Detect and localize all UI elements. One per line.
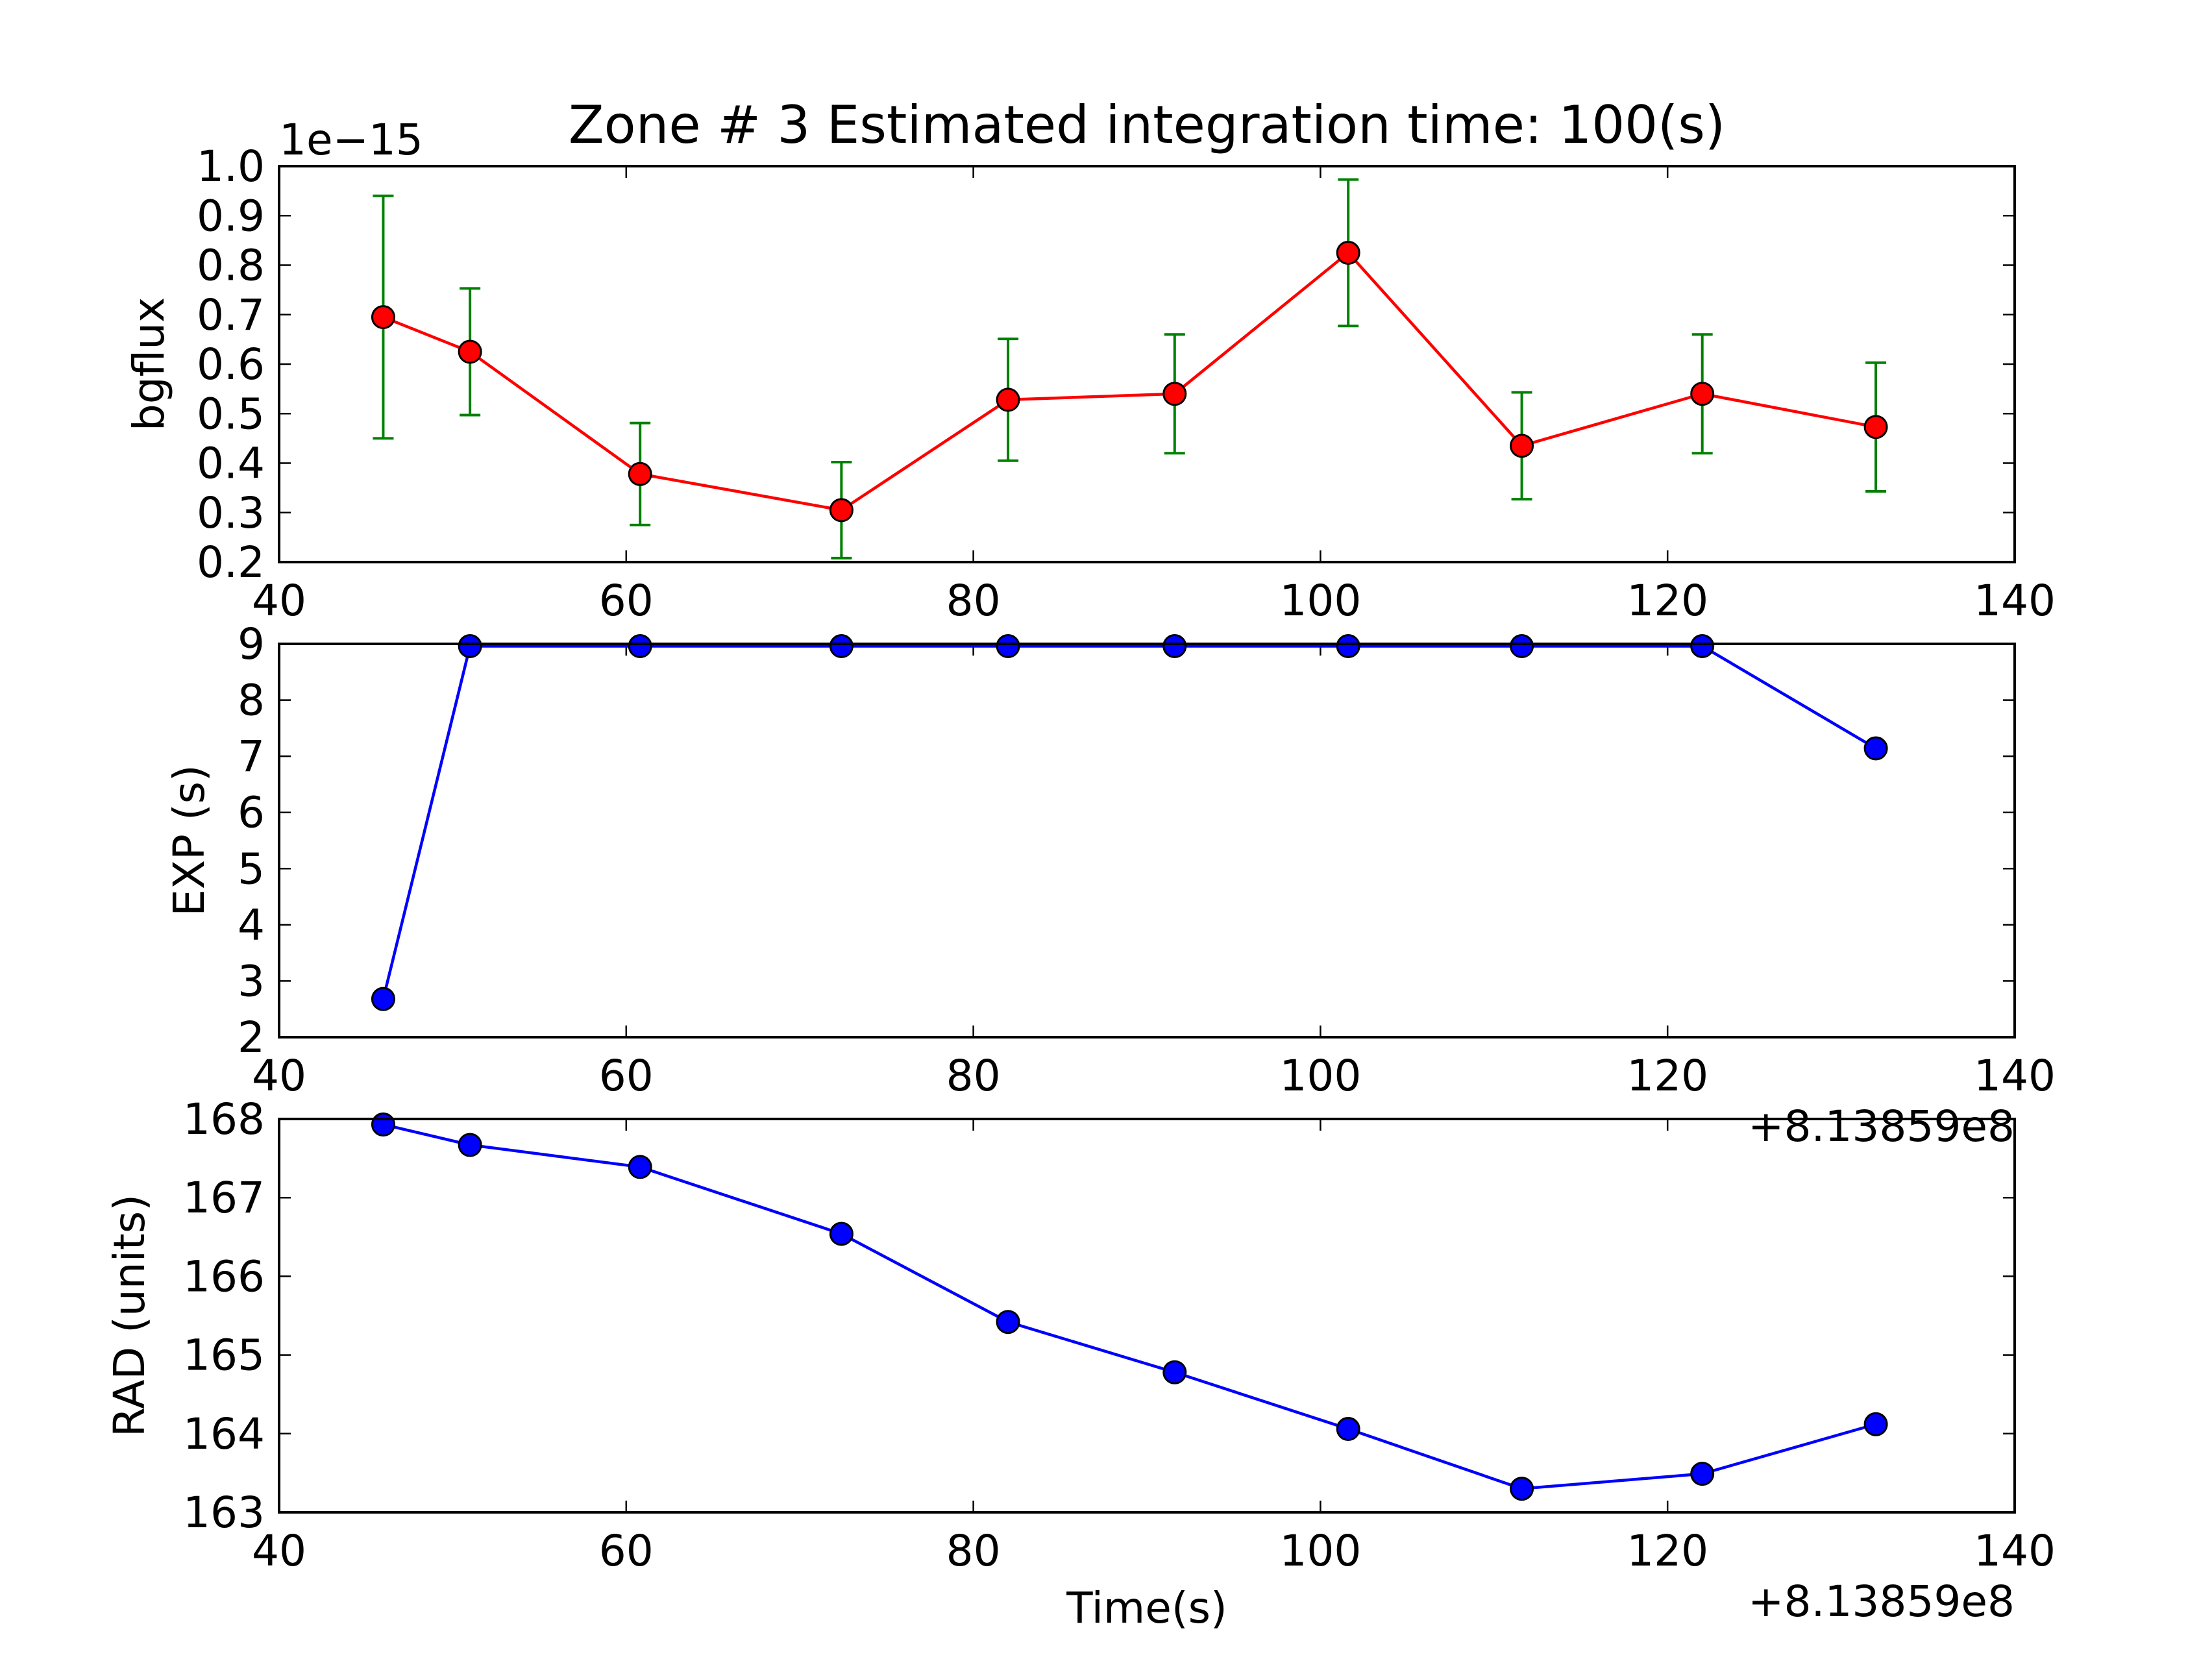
data-point (1510, 633, 1534, 658)
data-point (458, 339, 482, 364)
x-tick-label: 40 (252, 1526, 306, 1576)
data-point (1510, 434, 1534, 458)
data-point (628, 461, 652, 486)
plot-area (371, 178, 1888, 559)
y-tick-label: 0.6 (197, 339, 265, 389)
y-tick-label: 166 (183, 1251, 265, 1301)
y-tick-label: 0.5 (197, 389, 265, 439)
y-tick-label: 7 (238, 731, 265, 781)
panel-2: 40 60 80 100 120 140 2 3 4 5 6 78 9 EXP (s) +8.13859e8 (164, 619, 2056, 1151)
y-tick-label: 167 (183, 1173, 265, 1223)
x-tick-label: 80 (946, 1526, 1001, 1576)
x-tick-label: 100 (1279, 1526, 1361, 1576)
x-tick-label: 140 (1974, 1526, 2056, 1576)
y-tick-label: 163 (183, 1488, 265, 1538)
axes-frame (278, 165, 2016, 563)
y-axis-label: EXP (s) (164, 765, 214, 916)
x-tick-label: 140 (1974, 576, 2056, 626)
y-tick-label: 2 (238, 1013, 265, 1063)
data-point (1863, 415, 1888, 439)
y-scale-label: 1e−15 (279, 115, 423, 165)
data-point (1510, 1477, 1534, 1501)
data-point (371, 305, 395, 330)
x-tick-label: 120 (1627, 576, 1708, 626)
plot-area (371, 1112, 1888, 1501)
panel-1: Zone # 3 Estimated integration time: 100… (124, 95, 2056, 626)
series-line (382, 645, 1877, 1000)
plot-area (371, 633, 1888, 1011)
x-axis-label: Time(s) (1066, 1583, 1227, 1633)
x-tick-label: 120 (1627, 1526, 1708, 1576)
data-point (1690, 1462, 1715, 1486)
y-tick-label: 4 (238, 900, 265, 950)
panel-3: 40 60 80 100 120 140 163 164 165 166 167 168 RAD (un… (104, 1094, 2056, 1633)
x-tick-label: 80 (946, 1051, 1001, 1101)
data-point (628, 633, 652, 658)
data-point (829, 1222, 854, 1246)
data-point (1336, 240, 1360, 265)
axes-frame (278, 643, 2016, 1038)
y-tick-label: 165 (183, 1331, 265, 1381)
x-tick-label: 100 (1279, 1051, 1361, 1101)
x-tick-label: 80 (946, 576, 1001, 626)
y-tick-label: 6 (238, 788, 265, 838)
data-point (1162, 1360, 1187, 1384)
data-point (1690, 633, 1715, 658)
y-tick-label: 0.4 (197, 439, 265, 489)
y-tick-label: 0.9 (197, 191, 265, 241)
y-tick-label: 8 (238, 676, 265, 726)
data-point (1162, 633, 1187, 658)
y-axis-label: RAD (units) (104, 1194, 154, 1437)
x-tick-label: 60 (599, 576, 654, 626)
series-line (382, 1123, 1876, 1490)
y-tick-label: 0.2 (197, 537, 265, 587)
x-offset-label: +8.13859e8 (1748, 1577, 2015, 1627)
y-tick-label: 5 (238, 844, 265, 894)
y-tick-label: 164 (183, 1409, 265, 1459)
chart-title: Zone # 3 Estimated integration time: 100… (569, 95, 1725, 155)
y-tick-label: 3 (238, 956, 265, 1006)
x-tick-label: 120 (1627, 1051, 1708, 1101)
x-tick-label: 60 (599, 1526, 654, 1576)
y-tick-label: 0.8 (197, 241, 265, 291)
data-point (996, 633, 1020, 658)
y-tick-label: 9 (238, 619, 265, 669)
data-point (371, 1112, 395, 1137)
y-tick-label: 1.0 (197, 141, 265, 191)
data-point (628, 1155, 652, 1179)
x-offset-label: +8.13859e8 (1748, 1101, 2015, 1151)
series-line (382, 251, 1876, 512)
y-tick-label: 0.7 (197, 290, 265, 340)
data-point (829, 633, 854, 658)
x-tick-label: 40 (252, 576, 306, 626)
data-point (1863, 736, 1888, 761)
data-point (1162, 382, 1187, 406)
y-tick-label: 168 (183, 1094, 265, 1144)
data-point (996, 1310, 1020, 1334)
x-tick-label: 40 (252, 1051, 306, 1101)
data-point (371, 987, 395, 1011)
data-point (829, 498, 854, 522)
y-axis-label: bgflux (124, 297, 174, 431)
y-tick-label: 0.3 (197, 488, 265, 538)
data-point (1863, 1412, 1888, 1436)
data-point (458, 633, 482, 658)
x-tick-label: 60 (599, 1051, 654, 1101)
x-tick-label: 140 (1974, 1051, 2056, 1101)
data-point (1336, 633, 1360, 658)
data-point (1336, 1417, 1360, 1442)
x-tick-label: 100 (1279, 576, 1361, 626)
data-point (458, 1133, 482, 1157)
data-point (996, 387, 1020, 412)
axes-frame (278, 1118, 2016, 1514)
data-point (1690, 382, 1715, 406)
